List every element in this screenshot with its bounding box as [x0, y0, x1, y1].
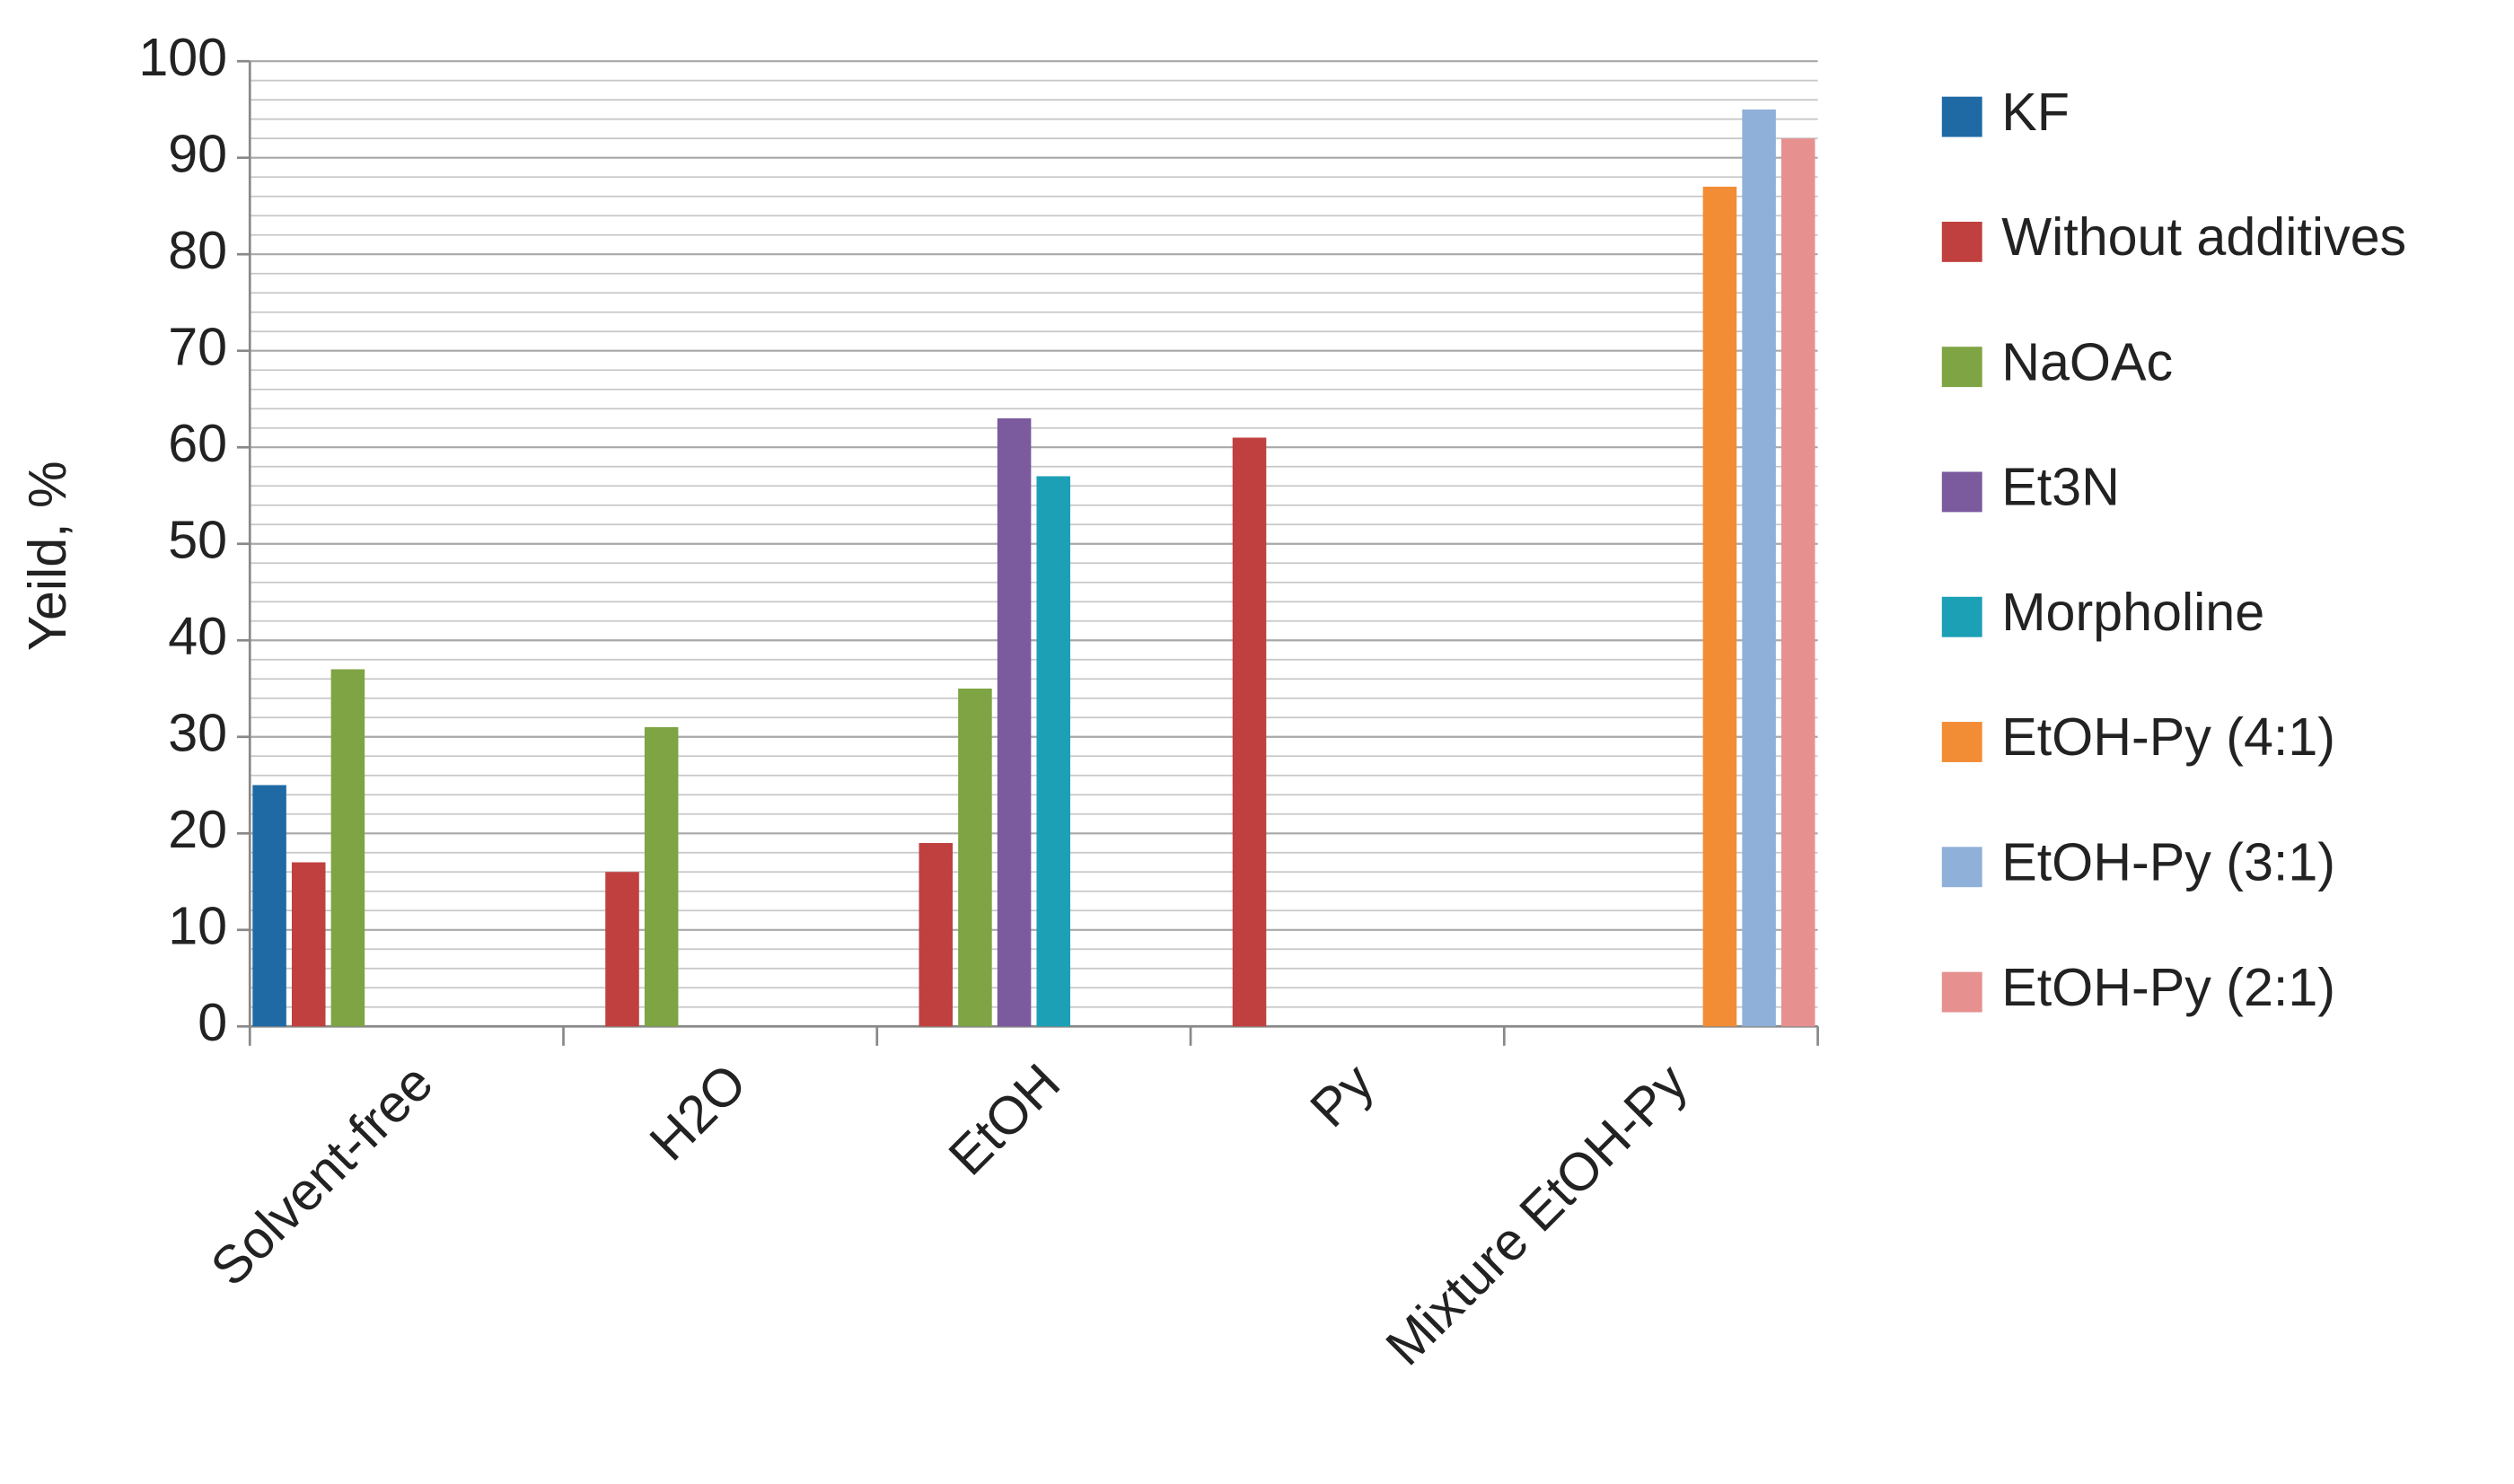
x-tick-label: EtOH	[936, 1052, 1071, 1187]
bar	[1036, 476, 1071, 1027]
legend-label: KF	[2001, 82, 2070, 142]
bar	[958, 689, 992, 1027]
legend-label: EtOH-Py (3:1)	[2001, 832, 2335, 892]
bar	[1742, 109, 1776, 1027]
y-tick-label: 50	[168, 509, 227, 569]
bar	[919, 843, 954, 1027]
legend-swatch	[1941, 347, 1982, 388]
bar	[605, 872, 639, 1027]
legend-swatch	[1941, 847, 1982, 888]
y-tick-label: 0	[198, 992, 227, 1052]
bar	[1702, 186, 1737, 1027]
x-tick-label: Mixture EtOH-Py	[1374, 1052, 1699, 1377]
legend-label: EtOH-Py (2:1)	[2001, 957, 2335, 1017]
y-tick-label: 100	[138, 27, 227, 87]
bar	[330, 669, 365, 1027]
y-tick-label: 30	[168, 702, 227, 762]
legend-swatch	[1941, 96, 1982, 137]
bar	[252, 785, 286, 1027]
legend-swatch	[1941, 722, 1982, 762]
bar	[997, 417, 1032, 1027]
legend-swatch	[1941, 471, 1982, 513]
legend-swatch	[1941, 596, 1982, 637]
legend-label: EtOH-Py (4:1)	[2001, 707, 2335, 767]
bar	[291, 862, 326, 1027]
legend-label: Morpholine	[2001, 582, 2264, 642]
y-tick-label: 20	[168, 799, 227, 859]
legend-label: Without additives	[2001, 206, 2406, 267]
bar	[1232, 437, 1267, 1027]
legend-label: NaOAc	[2001, 331, 2173, 391]
legend-swatch	[1941, 221, 1982, 262]
x-tick-label: Py	[1298, 1052, 1385, 1139]
x-tick-label: Solvent-free	[199, 1052, 444, 1297]
y-tick-label: 60	[168, 413, 227, 473]
y-tick-label: 80	[168, 220, 227, 280]
bar	[1780, 138, 1815, 1027]
y-tick-label: 90	[168, 123, 227, 183]
y-tick-label: 70	[168, 316, 227, 376]
legend-label: Et3N	[2001, 457, 2120, 517]
x-tick-label: H2O	[637, 1052, 757, 1172]
legend-swatch	[1941, 971, 1982, 1013]
y-tick-label: 40	[168, 606, 227, 666]
y-axis-label: Yeild, %	[17, 461, 77, 651]
y-tick-label: 10	[168, 895, 227, 955]
bar	[644, 727, 679, 1027]
